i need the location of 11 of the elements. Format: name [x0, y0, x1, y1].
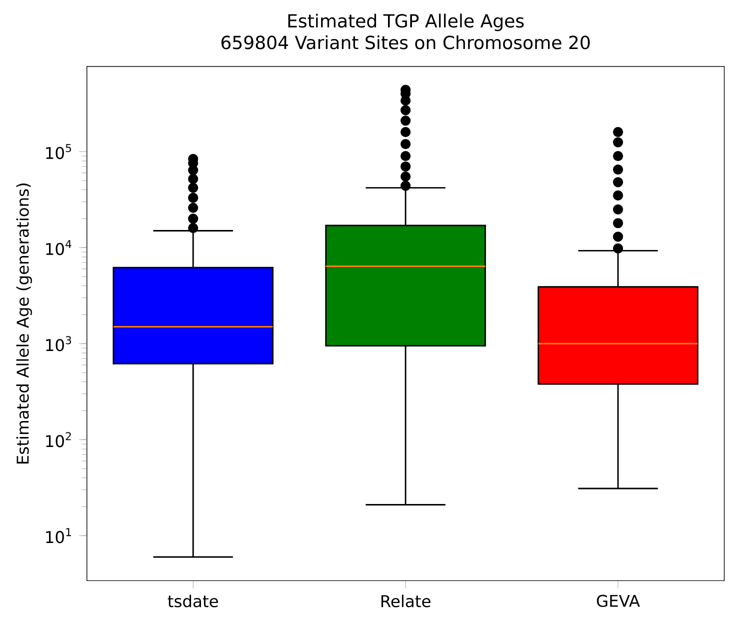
- x-tick-label: Relate: [381, 594, 430, 608]
- y-tick-label: 10$^{3}$: [46, 336, 72, 352]
- y-tick-label: 10$^{4}$: [46, 240, 72, 256]
- y-tick-label: 10$^{2}$: [46, 432, 71, 448]
- x-tick-label: tsdate: [168, 594, 218, 608]
- chart-subtitle: 659804 Variant Sites on Chromosome 20: [221, 35, 590, 50]
- x-tick-label: GEVA: [596, 594, 640, 608]
- y-tick-label: 10$^{1}$: [46, 528, 71, 544]
- y-tick-label: 10$^{5}$: [46, 144, 71, 160]
- y-axis-title: Estimated Allele Age (generations): [16, 184, 32, 464]
- chart-title: Estimated TGP Allele Ages: [288, 14, 524, 32]
